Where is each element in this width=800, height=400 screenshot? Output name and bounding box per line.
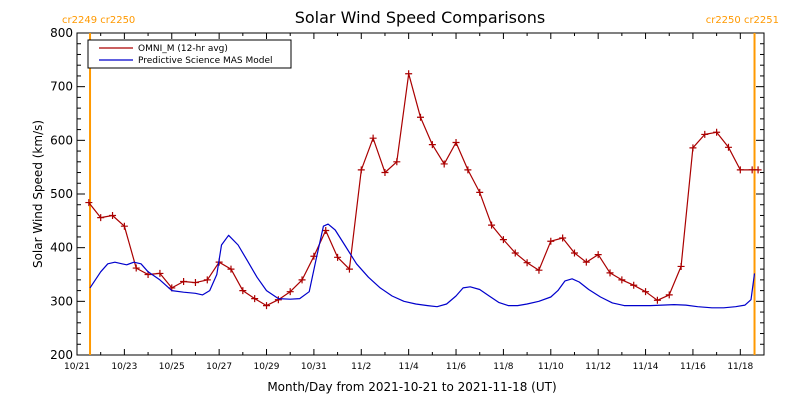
omni-data-point [369, 134, 377, 142]
omni-data-point [511, 249, 519, 257]
carrington-markers: cr2249 cr2250 cr2250 cr2251 [62, 15, 779, 355]
omni-data-point [440, 160, 448, 168]
omni-data-point [630, 281, 638, 289]
legend-label-omni: OMNI_M (12-hr avg) [138, 44, 228, 54]
omni-data-point [180, 277, 188, 285]
mas-series-line [89, 223, 756, 309]
omni-data-point [381, 169, 389, 177]
omni-data-point [488, 221, 496, 229]
omni-data-point [132, 264, 140, 272]
omni-data-point [736, 166, 744, 174]
y-tick-label: 600 [50, 133, 73, 147]
omni-data-point [464, 166, 472, 174]
omni-data-point [345, 265, 353, 273]
omni-data-point [701, 130, 709, 138]
omni-data-point [594, 251, 602, 259]
x-tick-label: 11/6 [446, 362, 466, 372]
omni-data-point [570, 249, 578, 257]
omni-data-point [476, 188, 484, 196]
omni-data-point [428, 141, 436, 149]
omni-data-point [298, 276, 306, 284]
omni-data-point [618, 276, 626, 284]
omni-data-point [97, 214, 105, 222]
omni-data-point [653, 296, 661, 304]
omni-series-line [88, 73, 759, 307]
x-tick-label: 11/4 [399, 362, 419, 372]
cr-boundary-label: cr2249 cr2250 [62, 15, 135, 26]
omni-data-point [677, 262, 685, 270]
chart-title: Solar Wind Speed Comparisons [295, 8, 546, 27]
omni-data-point [452, 138, 460, 146]
omni-data-point [559, 234, 567, 242]
omni-data-point [754, 166, 762, 174]
omni-data-point [109, 211, 117, 219]
omni-data-point [535, 266, 543, 274]
x-tick-label: 10/31 [301, 362, 327, 372]
omni-data-point [547, 237, 555, 245]
omni-data-point [239, 287, 247, 295]
omni-data-point [582, 258, 590, 266]
x-tick-label: 11/8 [493, 362, 513, 372]
x-axis-label: Month/Day from 2021-10-21 to 2021-11-18 … [267, 380, 556, 394]
y-tick-label: 300 [50, 294, 73, 308]
omni-data-point [156, 269, 164, 277]
x-tick-label: 10/25 [159, 362, 185, 372]
x-tick-label: 11/12 [585, 362, 611, 372]
omni-data-point [417, 113, 424, 121]
omni-data-point [274, 296, 282, 304]
legend-box [87, 39, 292, 69]
x-tick-label: 10/23 [111, 362, 137, 372]
x-tick-label: 11/14 [633, 362, 659, 372]
omni-data-point [251, 295, 259, 303]
y-tick-label: 200 [50, 348, 73, 362]
omni-data-point [263, 302, 271, 310]
y-tick-label: 700 [50, 80, 73, 94]
y-tick-label: 800 [50, 26, 73, 40]
x-tick-label: 11/10 [538, 362, 564, 372]
legend-label-mas: Predictive Science MAS Model [138, 56, 273, 66]
omni-data-point [286, 288, 294, 296]
omni-data-point [120, 222, 128, 230]
omni-data-point [191, 279, 199, 287]
omni-data-point [405, 70, 413, 78]
series-layer [85, 70, 762, 310]
omni-data-point [523, 259, 531, 267]
x-tick-label: 11/18 [727, 362, 753, 372]
x-tick-label: 11/2 [351, 362, 371, 372]
y-tick-label: 400 [50, 241, 73, 255]
legend: OMNI_M (12-hr avg) Predictive Science MA… [87, 39, 292, 69]
y-tick-label: 500 [50, 187, 73, 201]
x-tick-label: 10/27 [206, 362, 232, 372]
y-axis-label: Solar Wind Speed (km/s) [31, 120, 45, 268]
x-tick-label: 10/21 [64, 362, 90, 372]
omni-data-point [642, 288, 650, 296]
y-axis: 200 300 400 500 600 700 800 [50, 26, 764, 362]
omni-data-point [393, 158, 401, 166]
omni-data-point [322, 226, 330, 234]
omni-data-point [724, 143, 732, 151]
omni-data-point [203, 276, 211, 284]
omni-data-point [85, 199, 93, 207]
omni-data-point [665, 291, 673, 299]
omni-data-point [334, 253, 342, 261]
x-axis: 10/21 10/23 10/25 10/27 10/29 10/31 11/2 11/4 11… [64, 33, 765, 372]
x-tick-label: 10/29 [254, 362, 280, 372]
omni-data-point [606, 269, 614, 277]
x-tick-label: 11/16 [680, 362, 706, 372]
omni-data-point [499, 236, 507, 244]
omni-data-point [227, 265, 235, 273]
omni-data-point [713, 128, 721, 136]
omni-data-point [357, 166, 365, 174]
omni-data-point [689, 144, 697, 152]
omni-data-point [748, 166, 756, 174]
cr-boundary-label: cr2250 cr2251 [706, 15, 779, 26]
